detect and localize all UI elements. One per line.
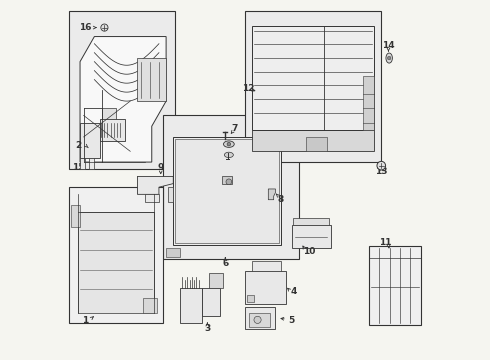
Polygon shape — [137, 176, 173, 194]
Bar — [252, 26, 374, 130]
Bar — [245, 12, 381, 162]
Bar — [252, 130, 374, 151]
Ellipse shape — [386, 53, 392, 63]
Bar — [166, 248, 180, 257]
Bar — [202, 288, 220, 316]
Bar — [209, 273, 223, 288]
Ellipse shape — [223, 141, 234, 147]
Text: 4: 4 — [290, 287, 296, 296]
Bar — [247, 295, 254, 302]
Text: 2: 2 — [75, 141, 81, 150]
Text: 12: 12 — [243, 84, 255, 93]
Polygon shape — [80, 37, 166, 162]
Circle shape — [227, 142, 231, 146]
Text: 8: 8 — [278, 195, 284, 204]
Bar — [80, 123, 100, 158]
Bar — [248, 313, 270, 327]
Bar — [101, 108, 116, 119]
Bar — [292, 225, 331, 248]
Bar — [143, 298, 157, 313]
Bar — [294, 218, 329, 225]
Bar — [78, 212, 153, 313]
Bar — [180, 288, 202, 323]
Bar — [173, 137, 281, 244]
Bar — [69, 12, 175, 169]
Circle shape — [388, 56, 391, 60]
Polygon shape — [269, 189, 275, 200]
Circle shape — [254, 316, 261, 323]
Text: 9: 9 — [158, 163, 164, 172]
Bar — [89, 158, 95, 169]
Bar — [245, 307, 275, 329]
Bar — [175, 139, 279, 243]
Circle shape — [377, 161, 386, 170]
Text: 11: 11 — [379, 238, 392, 247]
Bar — [100, 119, 125, 140]
Text: 5: 5 — [289, 316, 295, 325]
Text: 13: 13 — [375, 167, 388, 176]
Text: 7: 7 — [232, 123, 238, 132]
Bar — [306, 137, 327, 151]
Bar — [245, 271, 286, 304]
Text: 1: 1 — [82, 316, 89, 325]
Text: 3: 3 — [204, 324, 211, 333]
Text: 15: 15 — [72, 163, 84, 172]
Bar — [80, 158, 85, 169]
Bar — [71, 205, 80, 226]
Ellipse shape — [224, 152, 233, 158]
Text: 10: 10 — [303, 247, 315, 256]
Text: 16: 16 — [79, 23, 92, 32]
Circle shape — [101, 24, 108, 31]
Text: 6: 6 — [222, 259, 228, 268]
Bar — [221, 176, 232, 184]
Bar — [252, 261, 281, 271]
Bar — [168, 187, 173, 202]
Circle shape — [226, 179, 232, 185]
Bar — [145, 194, 159, 202]
Bar — [137, 58, 166, 101]
Text: 14: 14 — [382, 41, 395, 50]
Bar — [163, 116, 299, 259]
Bar — [368, 246, 421, 325]
Bar — [69, 187, 163, 323]
Bar — [364, 76, 374, 130]
